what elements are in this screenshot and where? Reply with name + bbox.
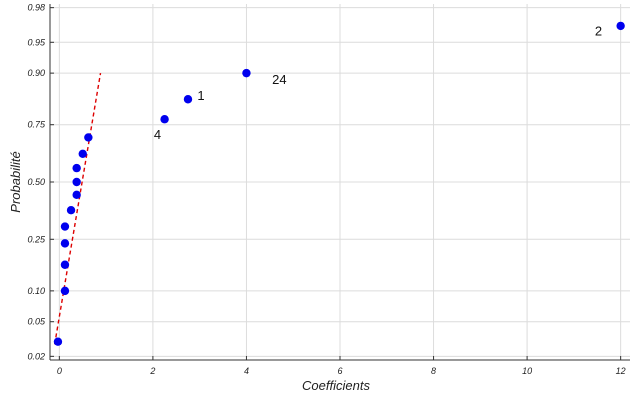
axes: 0 2 4 6 8 10 120.020.050.100.250.500.750.900.9… — [27, 3, 630, 376]
point-annotation: 2 — [595, 23, 602, 38]
x-tick-label: 6 — [337, 366, 342, 376]
data-point — [53, 337, 63, 346]
data-point — [60, 239, 70, 248]
data-point — [616, 21, 625, 31]
data-points — [53, 21, 625, 346]
data-point — [60, 286, 70, 296]
y-tick-label: 0.05 — [27, 317, 46, 327]
y-tick-label: 0.02 — [27, 351, 45, 361]
y-axis-label: Probabilité — [8, 151, 23, 212]
data-point — [66, 205, 76, 215]
point-annotation: 24 — [272, 72, 286, 87]
data-point — [72, 163, 81, 173]
data-point — [72, 177, 81, 187]
y-tick-label: 0.10 — [27, 286, 45, 296]
y-tick-label: 0.50 — [27, 177, 45, 187]
y-tick-label: 0.90 — [27, 68, 45, 78]
x-axis-label: Coefficients — [302, 378, 370, 393]
y-tick-label: 0.75 — [27, 120, 46, 130]
grid — [50, 4, 630, 360]
fit-line-group — [53, 73, 102, 345]
x-tick-label: 12 — [616, 366, 626, 376]
fit-line — [53, 73, 102, 345]
data-point — [78, 149, 87, 159]
data-point — [84, 133, 93, 142]
x-tick-label: 2 — [149, 366, 155, 376]
data-point — [183, 95, 193, 104]
data-point — [60, 260, 70, 269]
point-annotation: 4 — [154, 127, 161, 142]
y-tick-label: 0.98 — [27, 3, 45, 13]
data-point — [242, 68, 251, 78]
x-tick-label: 10 — [522, 366, 532, 376]
point-annotation: 1 — [197, 88, 204, 103]
y-tick-label: 0.25 — [27, 234, 46, 244]
annotations: 4 1 24 2 — [154, 23, 602, 142]
x-tick-label: 4 — [244, 366, 249, 376]
data-point — [160, 115, 169, 124]
x-tick-label: 0 — [57, 366, 62, 376]
data-point — [72, 190, 81, 200]
data-point — [60, 222, 70, 231]
x-tick-label: 8 — [431, 366, 436, 376]
y-tick-label: 0.95 — [27, 37, 46, 47]
